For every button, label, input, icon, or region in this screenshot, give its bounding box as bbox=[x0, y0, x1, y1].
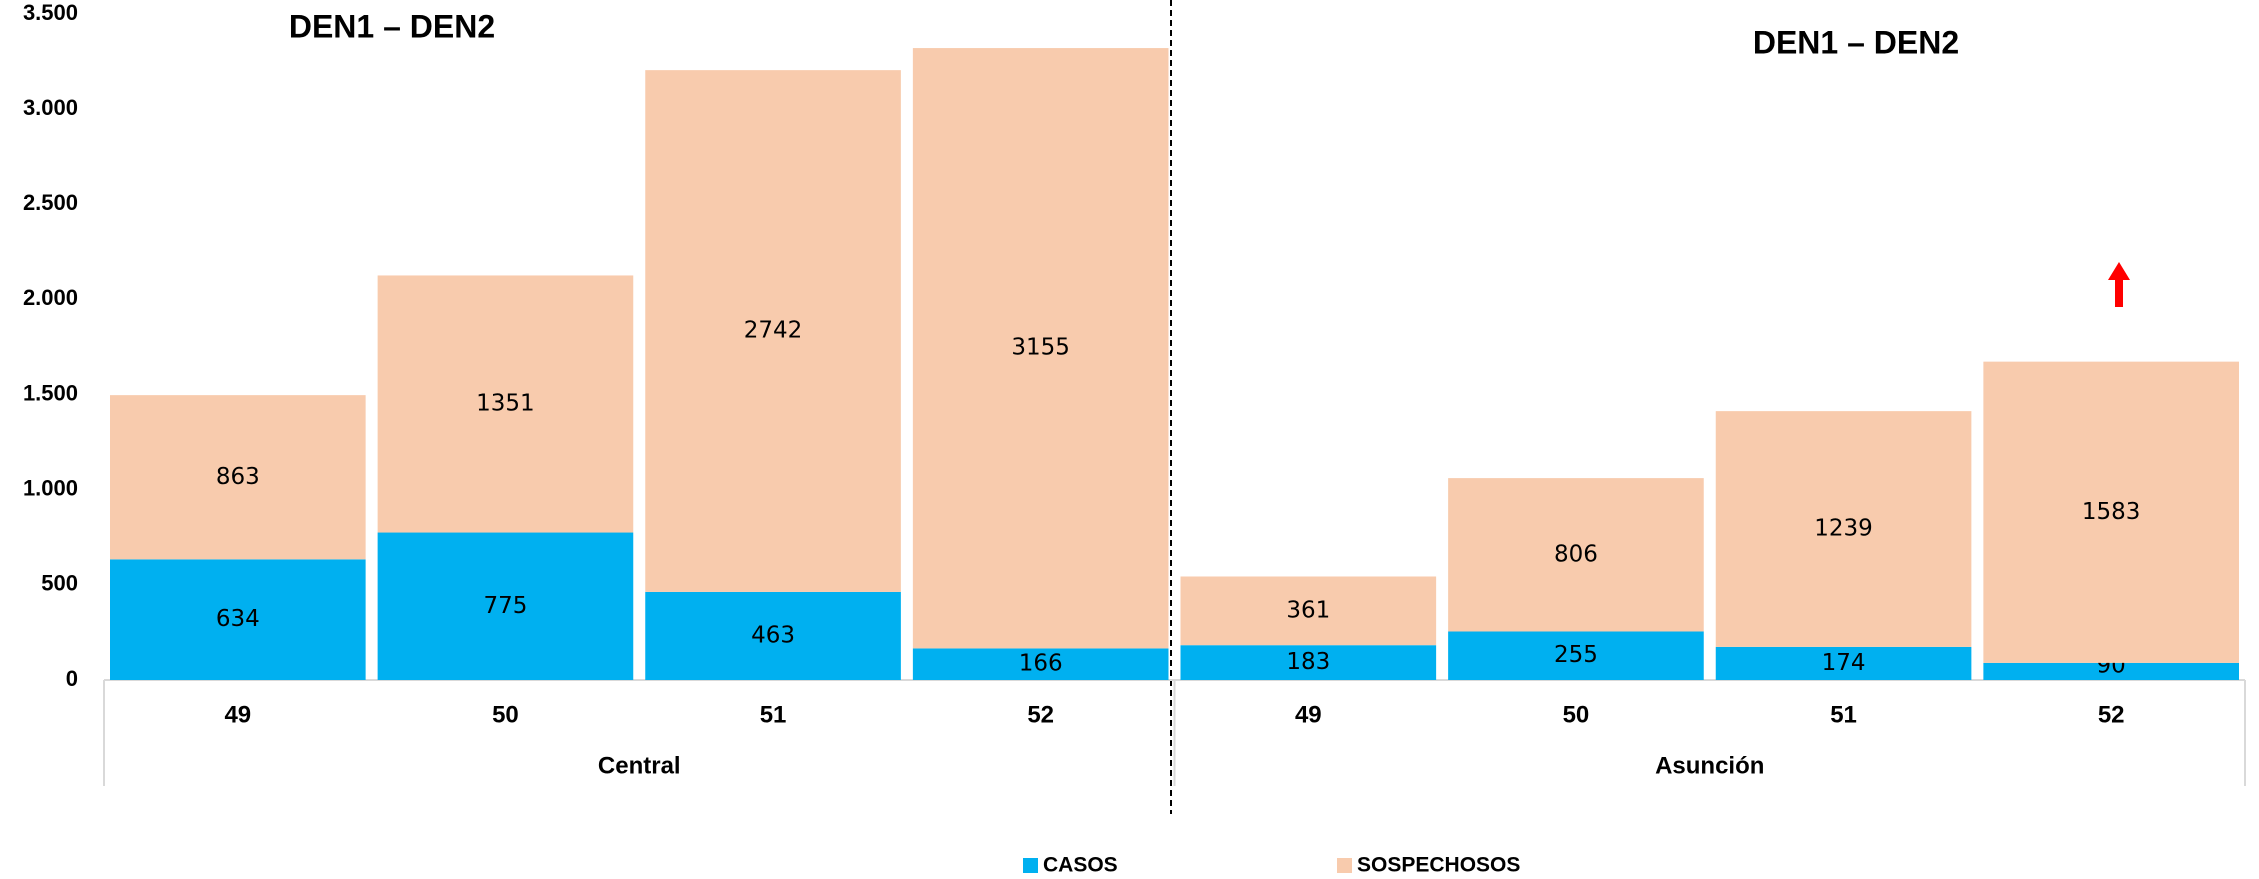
legend-swatch bbox=[1337, 858, 1352, 873]
x-tick-label: 51 bbox=[760, 701, 787, 728]
value-label: 1583 bbox=[2082, 499, 2141, 525]
bar-segment bbox=[1180, 645, 1437, 680]
legend-swatch bbox=[1023, 858, 1038, 873]
group-label: Asunción bbox=[1655, 752, 1764, 779]
bar-segment bbox=[1983, 662, 2239, 680]
bar-segment bbox=[1448, 631, 1704, 680]
y-tick-label: 0 bbox=[66, 666, 78, 691]
value-label: 1351 bbox=[476, 390, 535, 416]
bar-segment bbox=[110, 559, 366, 680]
y-tick-label: 2.500 bbox=[23, 190, 78, 215]
x-tick-label: 49 bbox=[224, 701, 251, 728]
bar-segment bbox=[645, 70, 901, 592]
bar-segment bbox=[912, 48, 1169, 649]
x-tick-label: 50 bbox=[492, 701, 519, 728]
bar-segment bbox=[1448, 478, 1704, 632]
value-label: 361 bbox=[1286, 597, 1330, 623]
bar-segment bbox=[377, 275, 634, 533]
y-tick-label: 1.500 bbox=[23, 380, 78, 405]
bar-segment bbox=[1983, 361, 2239, 663]
arrow-icon bbox=[2108, 262, 2130, 307]
bar-segment bbox=[110, 395, 366, 560]
bar-segment bbox=[1180, 576, 1437, 646]
bar-segment bbox=[1715, 411, 1972, 647]
value-label: 806 bbox=[1554, 541, 1598, 567]
y-tick-label: 3.000 bbox=[23, 95, 78, 120]
x-tick-label: 49 bbox=[1295, 701, 1322, 728]
x-tick-label: 52 bbox=[2098, 701, 2125, 728]
value-label: 2742 bbox=[744, 318, 803, 344]
value-label: 1239 bbox=[1814, 516, 1873, 542]
group-label: Central bbox=[598, 752, 681, 779]
bar-segment bbox=[377, 532, 634, 680]
y-tick-label: 1.000 bbox=[23, 476, 78, 501]
y-tick-label: 500 bbox=[41, 571, 78, 596]
legend-label: SOSPECHOSOS bbox=[1357, 854, 1520, 877]
value-label: 634 bbox=[216, 606, 260, 632]
value-label: 863 bbox=[216, 464, 260, 490]
x-tick-label: 51 bbox=[1830, 701, 1857, 728]
bar-segment bbox=[1715, 646, 1972, 680]
bar-segment bbox=[645, 591, 901, 680]
y-tick-label: 3.500 bbox=[23, 0, 78, 25]
value-label: 255 bbox=[1554, 642, 1598, 668]
bar-segment bbox=[912, 648, 1169, 680]
legend-label: CASOS bbox=[1043, 854, 1118, 877]
y-tick-label: 2.000 bbox=[23, 285, 78, 310]
value-label: 183 bbox=[1286, 649, 1330, 675]
annotation: DEN1 – DEN2 bbox=[289, 8, 495, 44]
x-tick-label: 52 bbox=[1027, 701, 1054, 728]
value-label: 166 bbox=[1019, 651, 1063, 677]
x-tick-label: 50 bbox=[1563, 701, 1590, 728]
annotation: DEN1 – DEN2 bbox=[1753, 24, 1959, 60]
value-label: 463 bbox=[751, 622, 795, 648]
value-label: 3155 bbox=[1011, 335, 1070, 361]
value-label: 174 bbox=[1822, 650, 1866, 676]
value-label: 775 bbox=[483, 593, 527, 619]
